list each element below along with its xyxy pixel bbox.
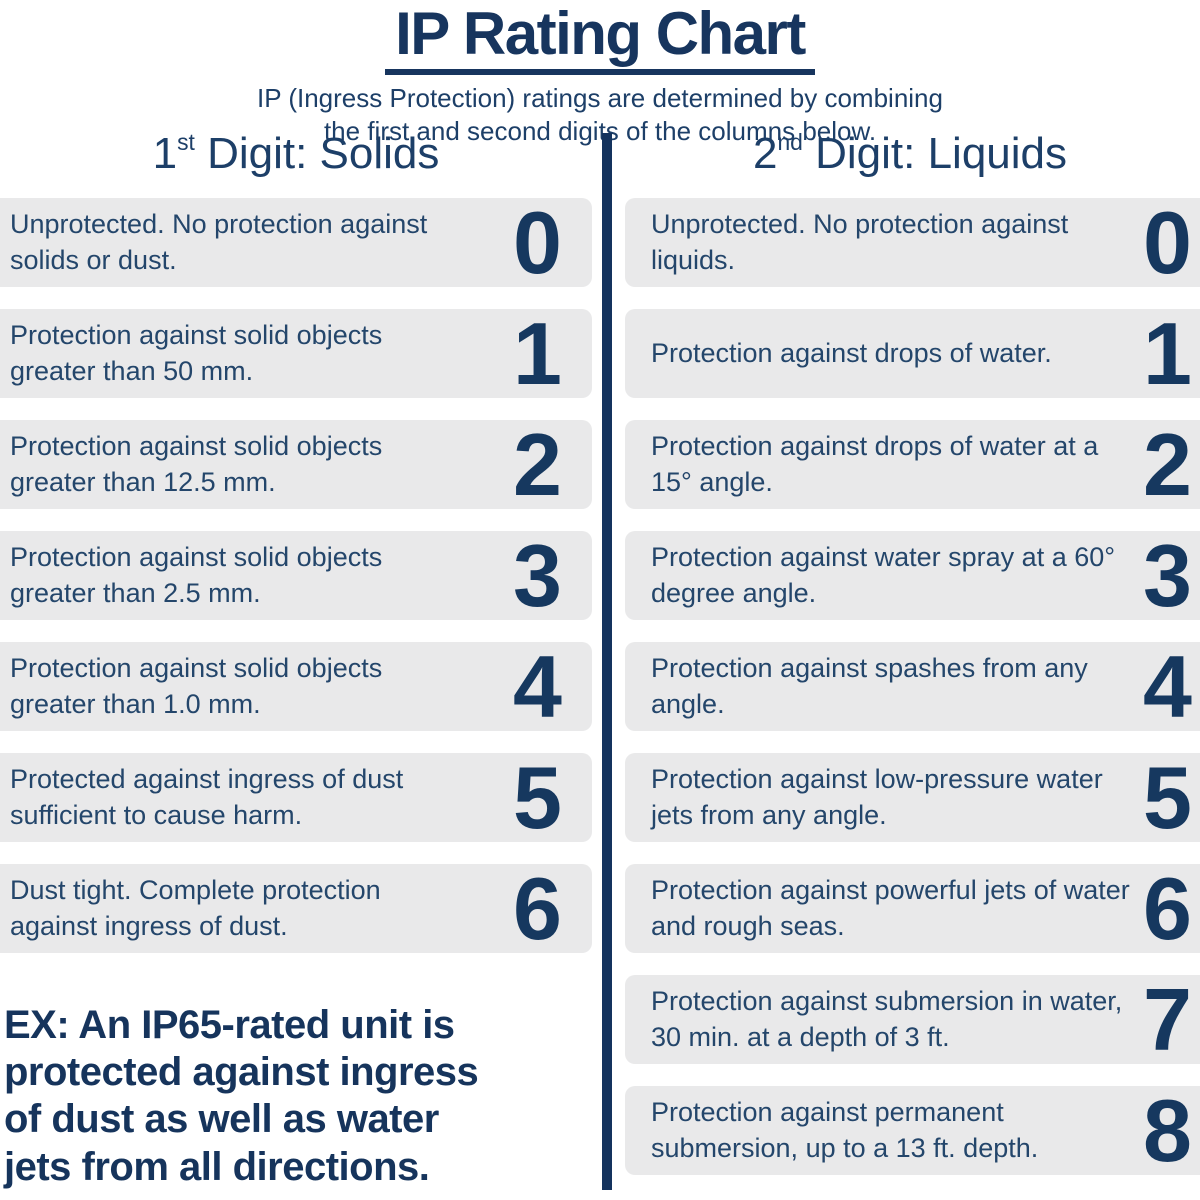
rating-digit: 2 xyxy=(1143,414,1192,514)
table-row-solids-6: Dust tight. Complete protection against … xyxy=(0,864,592,953)
header: IP Rating Chart IP (Ingress Protection) … xyxy=(0,0,1200,149)
rating-description: Protection against solid objects greater… xyxy=(10,653,383,719)
rating-description: Protected against ingress of dust suffic… xyxy=(10,764,404,830)
rating-description: Protection against permanent submersion,… xyxy=(651,1097,1039,1163)
rating-description: Protection against solid objects greater… xyxy=(10,542,383,608)
rating-description: Dust tight. Complete protection against … xyxy=(10,875,381,941)
page-subtitle: IP (Ingress Protection) ratings are dete… xyxy=(0,82,1200,149)
rating-digit: 4 xyxy=(513,636,562,736)
table-row-solids-2: Protection against solid objects greater… xyxy=(0,420,592,509)
heading-ordinal-suffix: nd xyxy=(777,129,803,156)
table-row-solids-3: Protection against solid objects greater… xyxy=(0,531,592,620)
subtitle-line-1: IP (Ingress Protection) ratings are dete… xyxy=(257,83,943,113)
liquids-rating-list: Unprotected. No protection against liqui… xyxy=(625,198,1200,1197)
example-line-1: EX: An IP65-rated unit is xyxy=(4,1003,455,1047)
rating-description: Protection against submersion in water, … xyxy=(651,986,1123,1052)
rating-digit: 0 xyxy=(513,192,562,292)
rating-description: Protection against low-pressure water je… xyxy=(651,764,1103,830)
example-line-3: of dust as well as water xyxy=(4,1097,439,1142)
rating-digit: 6 xyxy=(1143,858,1192,958)
table-row-liquids-2: Protection against drops of water at a 1… xyxy=(625,420,1200,509)
example-note: EX: An IP65-rated unit is protected agai… xyxy=(4,1002,599,1191)
rating-digit: 3 xyxy=(513,525,562,625)
rating-description: Protection against drops of water at a 1… xyxy=(651,431,1099,497)
table-row-solids-4: Protection against solid objects greater… xyxy=(0,642,592,731)
rating-description: Protection against powerful jets of wate… xyxy=(651,875,1130,941)
rating-digit: 6 xyxy=(513,858,562,958)
table-row-liquids-7: Protection against submersion in water, … xyxy=(625,975,1200,1064)
table-row-liquids-3: Protection against water spray at a 60° … xyxy=(625,531,1200,620)
table-row-solids-0: Unprotected. No protection against solid… xyxy=(0,198,592,287)
rating-digit: 1 xyxy=(1143,303,1192,403)
heading-label: Digit: Solids xyxy=(194,129,440,178)
column-heading-liquids: 2nd Digit: Liquids xyxy=(620,129,1200,178)
heading-ordinal-suffix: st xyxy=(177,129,195,156)
rating-digit: 3 xyxy=(1143,525,1192,625)
rating-digit: 4 xyxy=(1143,636,1192,736)
heading-number: 2 xyxy=(752,129,778,178)
rating-description: Protection against drops of water. xyxy=(651,337,1052,368)
table-row-solids-1: Protection against solid objects greater… xyxy=(0,309,592,398)
rating-digit: 2 xyxy=(513,414,562,514)
page-title: IP Rating Chart xyxy=(385,0,815,75)
solids-rating-list: Unprotected. No protection against solid… xyxy=(0,198,592,975)
rating-description: Protection against solid objects greater… xyxy=(10,431,383,497)
heading-label: Digit: Liquids xyxy=(802,129,1068,178)
column-heading-solids: 1st Digit: Solids xyxy=(0,129,592,178)
rating-description: Unprotected. No protection against solid… xyxy=(10,209,428,275)
column-divider xyxy=(602,133,612,1190)
rating-description: Protection against spashes from any angl… xyxy=(651,653,1088,719)
table-row-solids-5: Protected against ingress of dust suffic… xyxy=(0,753,592,842)
table-row-liquids-5: Protection against low-pressure water je… xyxy=(625,753,1200,842)
rating-digit: 5 xyxy=(1143,747,1192,847)
heading-number: 1 xyxy=(152,129,178,178)
rating-digit: 8 xyxy=(1143,1080,1192,1180)
rating-digit: 0 xyxy=(1143,192,1192,292)
rating-description: Unprotected. No protection against liqui… xyxy=(651,209,1069,275)
table-row-liquids-8: Protection against permanent submersion,… xyxy=(625,1086,1200,1175)
rating-digit: 7 xyxy=(1143,969,1192,1069)
rating-digit: 5 xyxy=(513,747,562,847)
table-row-liquids-1: Protection against drops of water. 1 xyxy=(625,309,1200,398)
rating-description: Protection against solid objects greater… xyxy=(10,320,383,386)
rating-description: Protection against water spray at a 60° … xyxy=(651,542,1116,608)
table-row-liquids-4: Protection against spashes from any angl… xyxy=(625,642,1200,731)
example-line-2: protected against ingress xyxy=(4,1050,479,1095)
example-line-4: jets from all directions. xyxy=(4,1144,430,1189)
table-row-liquids-0: Unprotected. No protection against liqui… xyxy=(625,198,1200,287)
table-row-liquids-6: Protection against powerful jets of wate… xyxy=(625,864,1200,953)
rating-digit: 1 xyxy=(513,303,562,403)
subtitle-line-2: the first and second digits of the colum… xyxy=(323,116,877,147)
